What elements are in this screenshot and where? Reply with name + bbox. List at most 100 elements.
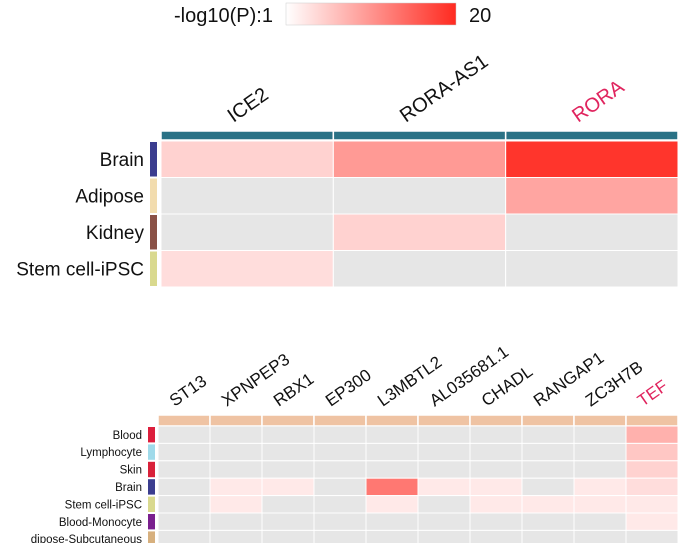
heatmap-cell <box>573 495 627 514</box>
heatmap-cell <box>505 250 679 288</box>
tissue-color-strip <box>150 215 157 250</box>
heatmap-cell <box>625 495 679 514</box>
header-bar-segment <box>313 414 367 427</box>
tissue-color-strip <box>148 427 155 443</box>
row-label: Skin <box>120 465 142 477</box>
heatmap-cell <box>573 477 627 497</box>
heatmap-cell <box>157 529 211 543</box>
heatmap-cell <box>573 529 627 543</box>
heatmap-cell <box>313 460 367 479</box>
color-legend: -log10(P):1 20 <box>174 2 491 27</box>
heatmap-cell <box>365 512 419 531</box>
row-label: Kidney <box>86 223 145 244</box>
heatmap-cell <box>521 477 575 497</box>
heatmap-cell <box>573 460 627 479</box>
heatmap-cell <box>209 529 263 543</box>
header-bar-segment <box>417 414 471 427</box>
heatmap-cell <box>521 495 575 514</box>
header-bar-segment <box>625 414 679 427</box>
row-label: Brain <box>100 150 144 171</box>
heatmap-cell <box>417 442 471 462</box>
tissue-color-strip <box>150 178 157 213</box>
heatmap-cell <box>469 529 523 543</box>
row-label: Brain <box>115 482 142 494</box>
legend-label: -log10(P):1 <box>174 5 273 27</box>
row-label: Blood-Monocyte <box>59 517 142 529</box>
heatmap-cell <box>521 512 575 531</box>
header-bar-segment <box>261 414 315 427</box>
heatmap-cell <box>365 529 419 543</box>
heatmap-cell <box>365 495 419 514</box>
heatmap-cell <box>157 425 211 444</box>
heatmap-cell <box>209 512 263 531</box>
heatmap-cell <box>521 442 575 462</box>
heatmap-cell <box>365 460 419 479</box>
heatmap-cell <box>417 529 471 543</box>
heatmap-cell <box>313 495 367 514</box>
row-label: Lymphocyte <box>80 447 142 459</box>
tissue-color-strip <box>148 496 155 512</box>
heatmap-cell <box>625 477 679 497</box>
heatmap-cell <box>261 512 315 531</box>
row-label: Blood <box>113 430 142 442</box>
header-bar-segment <box>332 130 507 141</box>
heatmap-cell <box>157 477 211 497</box>
heatmap-cell <box>157 495 211 514</box>
heatmap-cell <box>209 460 263 479</box>
heatmap-cell <box>261 442 315 462</box>
header-bar-segment <box>504 130 679 141</box>
heatmap-cell <box>313 442 367 462</box>
heatmap-cell <box>469 460 523 479</box>
column-label: RORA <box>568 76 628 128</box>
heatmap-cell <box>469 425 523 444</box>
heatmap-cell <box>505 140 679 178</box>
heatmap-cell <box>261 425 315 444</box>
heatmap-cell <box>160 177 334 215</box>
heatmap-cell <box>417 460 471 479</box>
column-label: ST13 <box>166 371 210 410</box>
heatmap-cell <box>625 442 679 462</box>
heatmap-cell <box>157 460 211 479</box>
tissue-color-strip <box>150 251 157 286</box>
heatmap-cell <box>261 495 315 514</box>
legend-gradient-bar <box>285 2 457 26</box>
heatmap-cell <box>160 140 334 178</box>
legend-max-label: 20 <box>469 5 491 27</box>
heatmap-cell <box>313 425 367 444</box>
column-label: RORA-AS1 <box>396 50 492 127</box>
tissue-color-strip <box>148 444 155 460</box>
heatmap-cell <box>157 512 211 531</box>
heatmap-cell <box>160 213 334 251</box>
heatmap-cell <box>417 477 471 497</box>
row-label: Stem cell-iPSC <box>65 499 142 511</box>
heatmap-cell <box>261 477 315 497</box>
heatmap-cell <box>417 512 471 531</box>
heatmap-cell <box>313 477 367 497</box>
heatmap-cell <box>505 177 679 215</box>
heatmap-cell <box>573 442 627 462</box>
heatmap-cell <box>625 529 679 543</box>
heatmap-cell <box>469 442 523 462</box>
row-label: Stem cell-iPSC <box>16 260 144 281</box>
heatmap-cell <box>332 250 507 288</box>
heatmap-cell <box>157 442 211 462</box>
heatmap-cell <box>469 512 523 531</box>
tissue-color-strip <box>148 514 155 530</box>
heatmap-cell <box>417 425 471 444</box>
heatmap-cell <box>313 512 367 531</box>
heatmap-cell <box>521 529 575 543</box>
column-label: ICE2 <box>224 84 273 128</box>
header-bar-segment <box>469 414 523 427</box>
column-label: EP300 <box>322 365 375 410</box>
heatmap-cell <box>521 460 575 479</box>
heatmap-cell <box>261 529 315 543</box>
row-label: dipose-Subcutaneous <box>31 534 142 543</box>
heatmap-cell <box>332 213 507 251</box>
heatmap-cell <box>365 477 419 497</box>
heatmap-cell <box>209 495 263 514</box>
heatmap-cell <box>469 495 523 514</box>
heatmap-cell <box>365 442 419 462</box>
heatmap-cell <box>469 477 523 497</box>
